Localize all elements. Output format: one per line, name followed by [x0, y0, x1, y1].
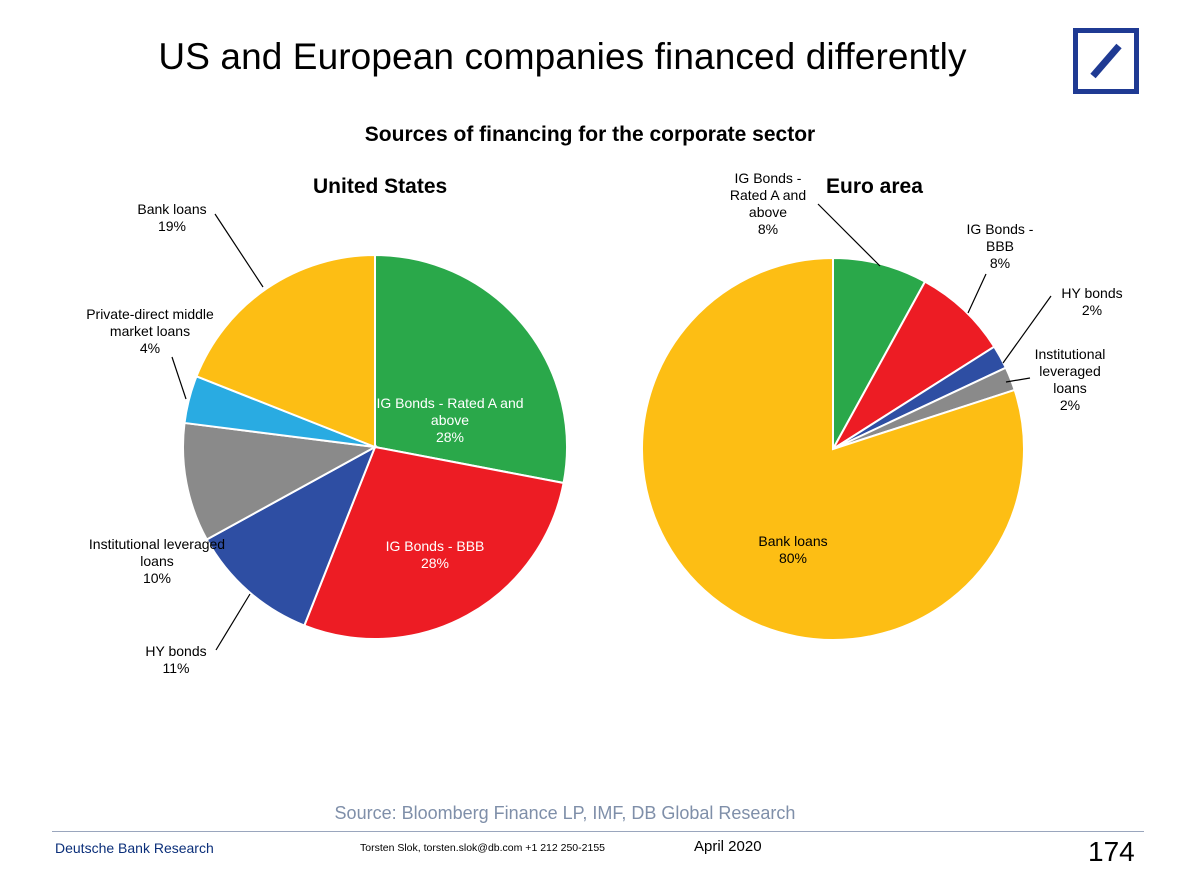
data-label-euro-hy-bonds: HY bonds 2%	[1061, 285, 1122, 318]
footer-divider	[52, 831, 1144, 832]
slice-us-bank-loans	[195, 253, 376, 449]
data-label-euro-ig-bonds-bbb: IG Bonds -BBB 8%	[967, 221, 1034, 271]
leader-line-euro-ig-bonds-rated-a-and-above	[817, 203, 881, 267]
pie-title-euro: Euro area	[826, 175, 923, 198]
slice-us-ig-bonds-bbb	[303, 445, 565, 640]
leader-line-euro-hy-bonds	[1002, 295, 1052, 364]
data-label-euro-bank-loans: Bank loans 80%	[758, 533, 827, 566]
slice-euro-ig-bonds-rated-a-and-above	[832, 256, 927, 450]
slice-us-ig-bonds-rated-a-and-above	[374, 253, 568, 485]
leader-line-euro-ig-bonds-bbb	[967, 273, 987, 314]
slice-euro-ig-bonds-bbb	[832, 280, 996, 450]
footer-author: Torsten Slok, torsten.slok@db.com +1 212…	[360, 842, 606, 854]
data-label-us-private-direct-middle-market-loans: Private-direct middle market loans 4%	[86, 306, 214, 356]
leader-line-us-private-direct-middle-market-loans	[171, 356, 187, 400]
page-number: 174	[1088, 836, 1135, 867]
chart-title: Sources of financing for the corporate s…	[364, 123, 816, 146]
leader-line-euro-institutional-leveraged-loans	[1005, 377, 1031, 383]
data-label-euro-institutional-leveraged-loans: Institutional leveraged loans 2%	[1035, 346, 1106, 413]
source-note: Source: Bloomberg Finance LP, IMF, DB Gl…	[334, 803, 796, 823]
footer-brand: Deutsche Bank Research	[55, 840, 214, 856]
slice-us-institutional-leveraged-loans	[182, 421, 379, 541]
pie-title-us: United States	[313, 175, 448, 198]
data-label-us-hy-bonds: HY bonds 11%	[145, 643, 206, 676]
data-label-euro-ig-bonds-rated-a-and-above: IG Bonds -Rated A and above 8%	[730, 170, 806, 237]
leader-line-us-hy-bonds	[215, 593, 251, 651]
data-label-us-ig-bonds-rated-a-and-above: IG Bonds - Rated A and above 28%	[376, 395, 523, 445]
slice-euro-bank-loans	[641, 256, 1025, 641]
data-label-us-ig-bonds-bbb: IG Bonds - BBB 28%	[386, 538, 485, 571]
deutsche-bank-logo	[1073, 28, 1139, 94]
data-label-us-bank-loans: Bank loans 19%	[137, 201, 206, 234]
slide-title: US and European companies financed diffe…	[158, 36, 967, 77]
leader-line-us-bank-loans	[214, 213, 264, 288]
data-label-us-institutional-leveraged-loans: Institutional leveraged loans 10%	[89, 536, 225, 586]
footer-date: April 2020	[694, 838, 762, 855]
slice-us-hy-bonds	[205, 444, 377, 627]
